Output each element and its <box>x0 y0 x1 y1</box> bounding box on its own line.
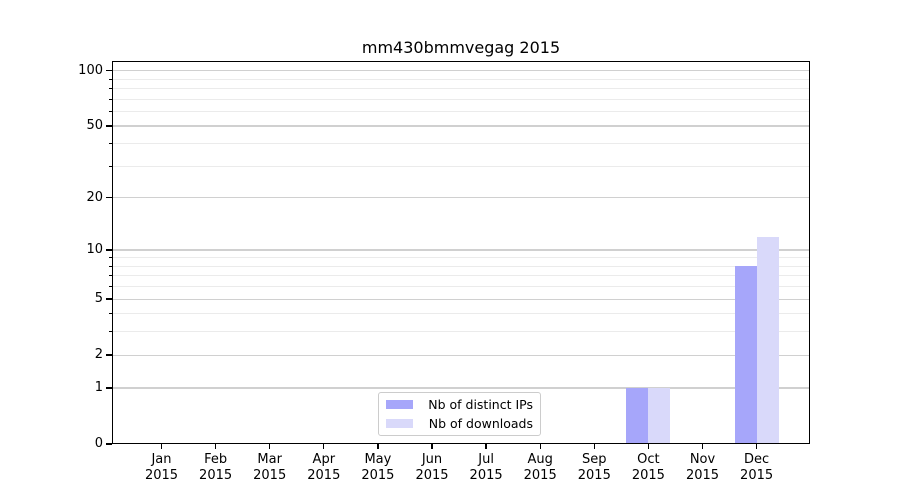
y-tick-mark <box>106 443 112 445</box>
x-tick-label: Apr 2015 <box>307 452 341 483</box>
x-tick-label: May 2015 <box>361 452 395 483</box>
gridline-minor <box>112 331 810 333</box>
y-minor-tick-mark <box>108 111 112 113</box>
legend-item-distinct-ips: Nb of distinct IPs <box>386 397 533 412</box>
y-tick-mark <box>106 125 112 127</box>
y-tick-mark <box>106 249 112 251</box>
y-minor-tick-mark <box>108 143 112 145</box>
x-tick-label: Mar 2015 <box>253 452 287 483</box>
y-minor-tick-mark <box>108 331 112 333</box>
y-tick-label: 50 <box>86 118 103 134</box>
x-tick-mark <box>485 444 487 449</box>
y-tick-label: 1 <box>94 379 103 395</box>
x-tick-mark <box>377 444 379 449</box>
gridline-minor <box>112 143 810 145</box>
x-tick-mark <box>701 444 704 449</box>
x-tick-mark <box>214 444 217 449</box>
x-tick-label: Aug 2015 <box>523 452 557 483</box>
y-tick-mark <box>106 387 112 389</box>
gridline-major <box>112 70 810 72</box>
y-tick-mark <box>106 354 112 356</box>
gridline-minor <box>112 257 810 259</box>
gridline-major <box>112 354 810 356</box>
x-tick-label: Jun 2015 <box>415 452 449 483</box>
y-minor-tick-mark <box>108 275 112 277</box>
gridline-minor <box>112 275 810 277</box>
y-tick-mark <box>106 298 112 300</box>
x-tick-label: Jan 2015 <box>144 452 179 483</box>
y-minor-tick-mark <box>108 286 112 288</box>
gridline-major <box>112 249 810 251</box>
x-tick-mark <box>269 444 271 449</box>
y-tick-label: 20 <box>86 189 103 205</box>
x-tick-mark <box>755 444 758 449</box>
y-tick-label: 2 <box>94 347 103 363</box>
x-tick-label: Dec 2015 <box>740 452 774 483</box>
x-tick-mark <box>647 444 650 449</box>
x-tick-label: Jul 2015 <box>469 452 503 483</box>
legend: Nb of distinct IPs Nb of downloads <box>378 392 541 436</box>
chart-title: mm430bmmvegag 2015 <box>361 38 561 57</box>
plot-area: Nb of distinct IPs Nb of downloads <box>112 61 810 444</box>
gridline-major <box>112 298 810 300</box>
gridline-minor <box>112 88 810 90</box>
y-minor-tick-mark <box>108 98 112 100</box>
gridline-minor <box>112 111 810 113</box>
legend-item-downloads: Nb of downloads <box>386 416 533 431</box>
legend-swatch-distinct-ips <box>386 400 413 409</box>
y-minor-tick-mark <box>108 88 112 90</box>
gridline-minor <box>112 313 810 315</box>
x-tick-mark <box>593 444 595 449</box>
legend-label-downloads: Nb of downloads <box>428 416 533 431</box>
gridline-minor <box>112 165 810 167</box>
x-tick-label: Oct 2015 <box>631 452 665 483</box>
legend-swatch-downloads <box>386 419 413 428</box>
bar-distinct-ips-dec <box>734 266 757 444</box>
y-tick-mark <box>106 197 112 199</box>
y-minor-tick-mark <box>108 78 112 80</box>
y-minor-tick-mark <box>108 265 112 267</box>
gridline-minor <box>112 78 810 80</box>
x-tick-label: Nov 2015 <box>685 452 720 483</box>
bar-downloads-dec <box>756 236 779 444</box>
gridline-major <box>112 125 810 127</box>
y-tick-label: 10 <box>86 242 103 258</box>
bar-downloads-oct <box>648 387 671 444</box>
y-minor-tick-mark <box>108 257 112 259</box>
gridline-minor <box>112 265 810 267</box>
legend-label-distinct-ips: Nb of distinct IPs <box>428 397 533 412</box>
x-tick-mark <box>160 444 163 449</box>
y-tick-label: 100 <box>78 62 103 78</box>
bar-distinct-ips-oct <box>626 387 649 444</box>
x-tick-label: Feb 2015 <box>199 452 233 483</box>
x-tick-label: Sep 2015 <box>577 452 611 483</box>
gridline-minor <box>112 286 810 288</box>
y-minor-tick-mark <box>108 313 112 315</box>
y-tick-label: 0 <box>94 436 103 451</box>
gridline-major <box>112 197 810 199</box>
x-tick-mark <box>431 444 433 449</box>
x-tick-mark <box>539 444 541 449</box>
gridline-minor <box>112 98 810 100</box>
y-minor-tick-mark <box>108 165 112 167</box>
y-tick-label: 5 <box>94 291 103 307</box>
gridline-major <box>112 387 810 389</box>
y-tick-mark <box>106 70 112 72</box>
x-tick-mark <box>323 444 325 449</box>
